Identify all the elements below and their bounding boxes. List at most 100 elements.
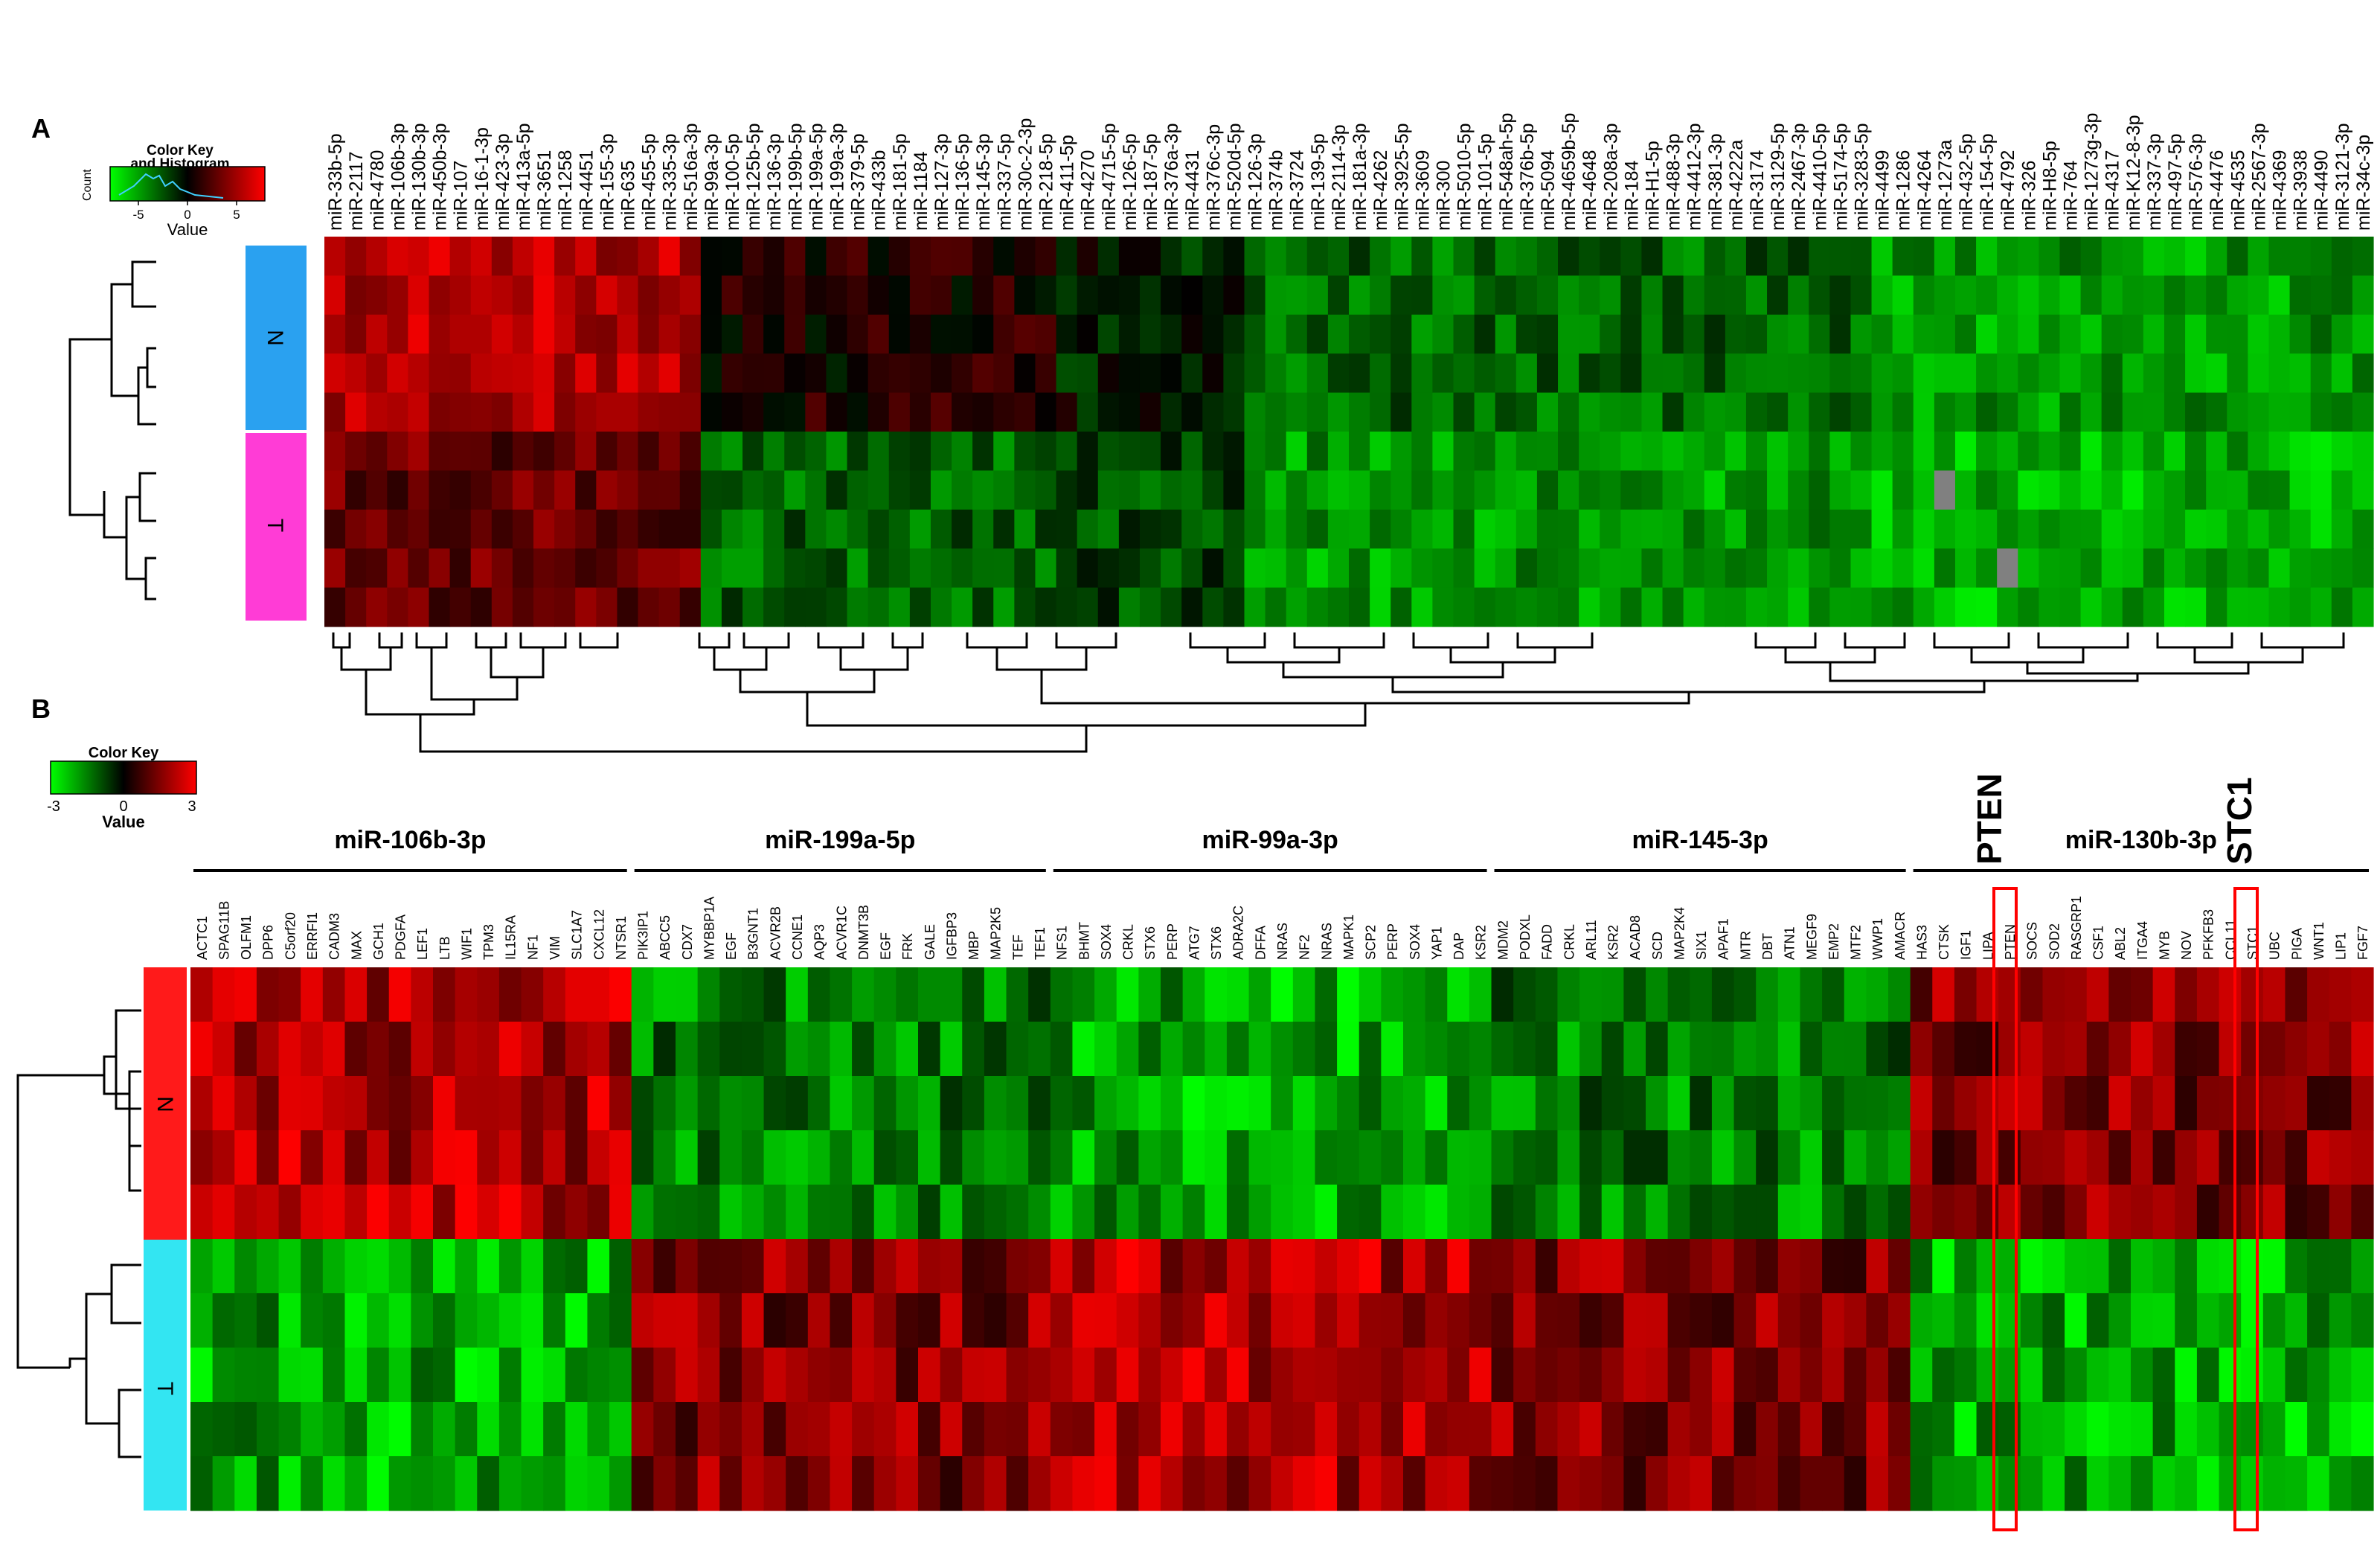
heatmap-b-cell [1646, 1022, 1669, 1077]
heatmap-a-cell [1704, 587, 1726, 627]
heatmap-b-cell [587, 1022, 610, 1077]
heatmap-a-cell [1161, 432, 1182, 471]
heatmap-a-cell [1954, 548, 1977, 589]
column-label-a: miR-4410-5p [1809, 123, 1830, 231]
heatmap-b-cell [1403, 1076, 1426, 1131]
heatmap-a-cell [1327, 353, 1350, 394]
heatmap-a-cell [867, 314, 890, 354]
heatmap-a-cell [554, 470, 576, 510]
heatmap-b-cell [1932, 967, 1955, 1022]
heatmap-a-cell [1035, 509, 1057, 549]
heatmap-a-cell [2164, 314, 2186, 354]
heatmap-b-cell [1579, 1293, 1603, 1348]
column-label-a: miR-5174-5p [1830, 123, 1851, 231]
gene-label: PIK3IP1 [636, 911, 651, 960]
heatmap-b-cell [653, 1239, 676, 1294]
heatmap-a-cell [1453, 392, 1475, 432]
heatmap-b-cell [301, 1293, 324, 1348]
heatmap-b-cell [984, 1130, 1007, 1185]
heatmap-b-cell [2241, 1239, 2264, 1294]
heatmap-b-cell [1337, 1293, 1360, 1348]
heatmap-a-cell [1495, 509, 1517, 549]
heatmap-b-cell [962, 1130, 985, 1185]
heatmap-a-cell [2352, 353, 2374, 394]
heatmap-a-cell [638, 470, 660, 510]
heatmap-b-cell [1292, 1402, 1316, 1457]
heatmap-b-cell [1271, 1456, 1294, 1511]
heatmap-a-cell [596, 353, 618, 394]
heatmap-b-cell [1248, 1185, 1271, 1240]
heatmap-a-cell [554, 314, 576, 354]
heatmap-b-cell [498, 1022, 522, 1077]
column-label-a: miR-181-5p [890, 133, 911, 231]
heatmap-a-cell [1600, 587, 1621, 627]
heatmap-a-cell [1286, 432, 1308, 471]
heatmap-b-cell [1557, 1402, 1580, 1457]
heatmap-a-cell [1118, 353, 1141, 394]
heatmap-b-cell [896, 1456, 919, 1511]
heatmap-a-cell [2268, 587, 2291, 627]
column-label-a: miR-516a-3p [681, 123, 702, 231]
gene-group-title: miR-106b-3p [334, 826, 486, 854]
heatmap-b-cell [278, 1402, 301, 1457]
heatmap-b-cell [1161, 1239, 1184, 1294]
heatmap-b-cell [2219, 1130, 2242, 1185]
column-label-a: miR-4431 [1182, 150, 1203, 231]
heatmap-a-cell [1934, 587, 1956, 627]
heatmap-a-cell [1997, 275, 2018, 315]
gene-label: C5orf20 [283, 912, 298, 960]
heatmap-b-cell [301, 967, 324, 1022]
heatmap-a-cell [930, 470, 952, 510]
heatmap-b-cell [2196, 1402, 2220, 1457]
heatmap-b-cell [1050, 1130, 1074, 1185]
heatmap-b-cell [1226, 1076, 1250, 1131]
column-label-a: miR-154-5p [1977, 133, 1998, 231]
panel-a-letter: A [31, 113, 51, 144]
heatmap-b-cell [653, 1293, 676, 1348]
heatmap-a-cell [2227, 353, 2248, 394]
heatmap-b-cell [1513, 1130, 1536, 1185]
heatmap-b-cell [388, 1402, 411, 1457]
group-bar-a-n [246, 246, 307, 430]
heatmap-a-cell [1934, 548, 1956, 589]
heatmap-b-cell [1733, 1348, 1757, 1403]
heatmap-b-cell [2086, 1348, 2109, 1403]
heatmap-a-cell [1118, 548, 1141, 589]
heatmap-b-cell [1425, 1239, 1448, 1294]
heatmap-b-cell [631, 1130, 654, 1185]
heatmap-b-cell [367, 1130, 390, 1185]
heatmap-a-cell [1579, 314, 1600, 354]
heatmap-b-cell [278, 1022, 301, 1077]
heatmap-b-cell [1756, 1022, 1779, 1077]
heatmap-b-cell [697, 1239, 720, 1294]
gene-label: GCH1 [371, 923, 386, 960]
heatmap-b-cell [2131, 1076, 2154, 1131]
heatmap-b-cell [1711, 1348, 1735, 1403]
heatmap-b-cell [433, 1022, 456, 1077]
heatmap-b-cell [1756, 1402, 1779, 1457]
heatmap-b-cell [631, 1239, 654, 1294]
heatmap-b-cell [741, 1076, 765, 1131]
heatmap-a-cell [784, 548, 806, 589]
gene-label: NF1 [525, 935, 540, 960]
heatmap-b-cell [1072, 1239, 1095, 1294]
heatmap-b-cell [653, 967, 676, 1022]
gene-label: ACVR1C [834, 906, 849, 960]
column-label-a: miR-3724 [1287, 150, 1308, 231]
gene-label: SCD [1650, 932, 1665, 960]
heatmap-a-cell [1683, 432, 1705, 471]
heatmap-a-cell [763, 392, 785, 432]
heatmap-b-cell [697, 1456, 720, 1511]
heatmap-a-cell [1014, 353, 1036, 394]
heatmap-b-cell [1271, 967, 1294, 1022]
heatmap-a-cell [1892, 353, 1914, 394]
heatmap-b-cell [896, 967, 919, 1022]
heatmap-b-cell [741, 1402, 765, 1457]
heatmap-a-cell [658, 432, 681, 471]
heatmap-a-cell [324, 548, 346, 589]
heatmap-a-cell [1809, 432, 1830, 471]
heatmap-a-cell [638, 587, 660, 627]
heatmap-a-cell [408, 470, 430, 510]
heatmap-a-cell [700, 314, 722, 354]
heatmap-a-cell [1349, 509, 1370, 549]
